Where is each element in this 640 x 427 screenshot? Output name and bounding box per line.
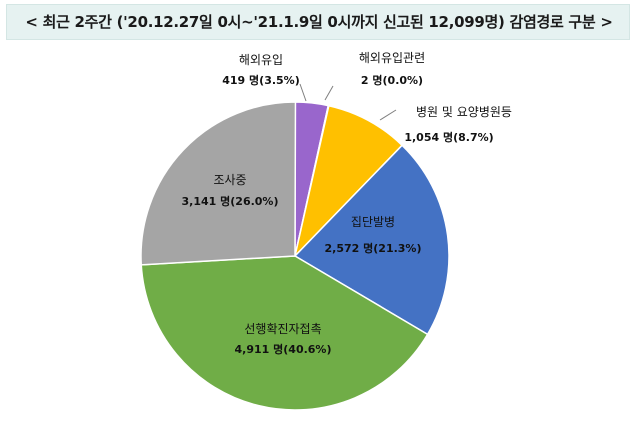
label-overseas-value: 419 명(3.5%) (222, 73, 299, 87)
label-cluster-name: 집단발병 (351, 215, 395, 229)
pie-slices (140, 101, 450, 411)
label-investigation-value: 3,141 명(26.0%) (182, 194, 279, 208)
leader-line-hospital (379, 109, 397, 121)
label-overseas-related-value: 2 명(0.0%) (361, 73, 423, 87)
slice-hospital-nursing (293, 104, 404, 259)
leader-line-overseas-related (324, 85, 334, 101)
slice-labels: 해외유입 419 명(3.5%) 해외유입관련 2 명(0.0%) 병원 및 요… (182, 51, 512, 356)
label-hospital-value: 1,054 명(8.7%) (404, 130, 493, 144)
label-hospital-name: 병원 및 요양병원등 (416, 105, 512, 119)
slice-prior-contact (140, 255, 429, 411)
chart-title: < 최근 2주간 ('20.12.27일 0시~'21.1.9일 0시까지 신고… (25, 13, 613, 31)
label-prior-contact-value: 4,911 명(40.6%) (235, 342, 332, 356)
leader-line-overseas (299, 83, 307, 102)
slice-cluster-outbreak (293, 144, 450, 336)
leader-lines (299, 83, 397, 121)
label-cluster-value: 2,572 명(21.3%) (325, 241, 422, 255)
label-prior-contact-name: 선행확진자접촉 (244, 321, 321, 336)
slice-under-investigation (140, 101, 297, 266)
label-overseas-name: 해외유입 (239, 53, 283, 67)
label-overseas-related-name: 해외유입관련 (359, 51, 425, 65)
label-investigation-name: 조사중 (213, 173, 246, 187)
title-bar: < 최근 2주간 ('20.12.27일 0시~'21.1.9일 0시까지 신고… (6, 4, 630, 40)
